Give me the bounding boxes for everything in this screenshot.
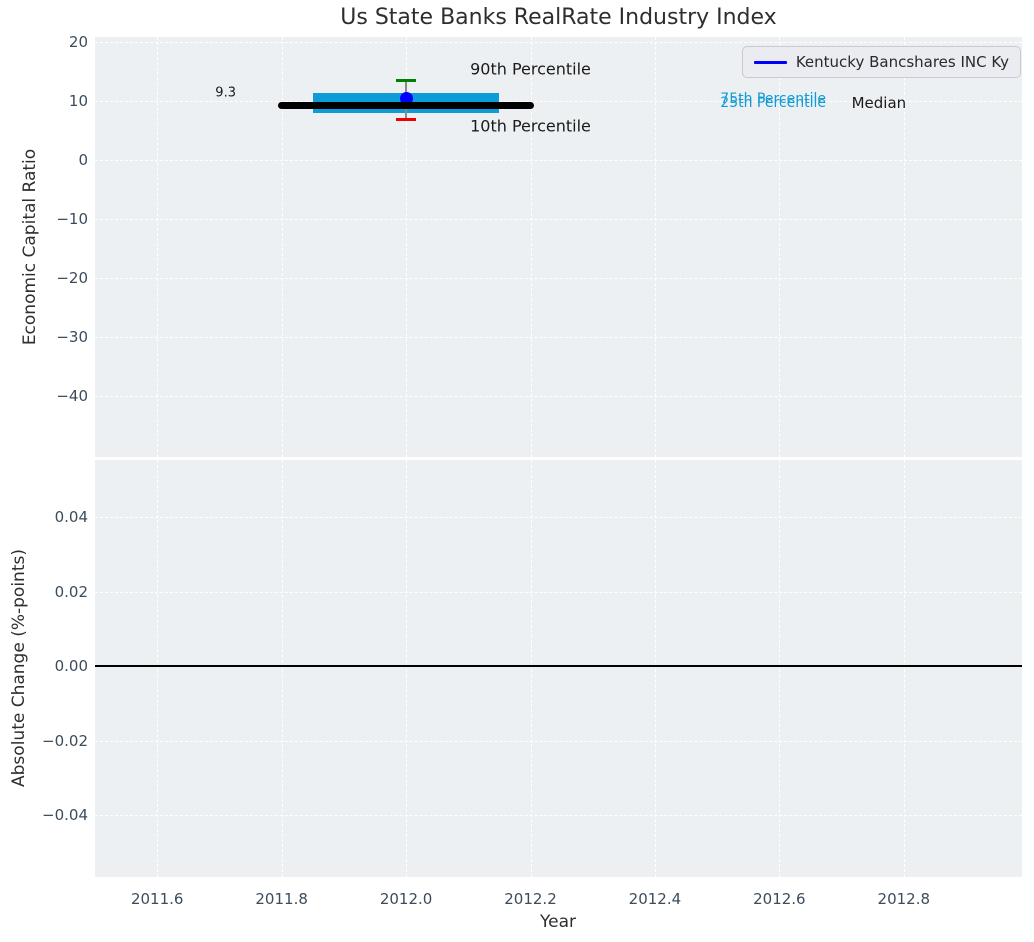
x-axis-label: Year: [540, 912, 576, 932]
gridline-vertical: [654, 37, 656, 457]
x-tick-label: 2012.0: [379, 890, 433, 908]
annotation-90th-percentile: 90th Percentile: [470, 59, 591, 79]
y-tick-label: 0.02: [54, 582, 88, 601]
annotation-median: Median: [851, 94, 907, 113]
x-tick-label: 2012.4: [628, 890, 682, 908]
y-axis-label-top: Economic Capital Ratio: [20, 148, 40, 346]
y-tick-label: 0.00: [54, 657, 88, 676]
annotation-9-3: 9.3: [215, 85, 236, 101]
gridline-horizontal: [95, 396, 1022, 398]
legend-line-icon: [753, 60, 787, 64]
gridline-horizontal: [95, 160, 1022, 162]
gridline-vertical: [530, 37, 532, 457]
gridline-horizontal: [95, 740, 1022, 742]
gridline-vertical: [779, 460, 781, 877]
x-tick-label: 2012.6: [753, 890, 806, 908]
bottom-plot: [95, 460, 1022, 877]
gridline-horizontal: [95, 591, 1022, 593]
gridline-horizontal: [95, 219, 1022, 221]
annotation-25th-percentile: 25th Percentile: [720, 95, 826, 112]
x-tick-label: 2011.8: [255, 890, 308, 908]
y-axis-label-bottom: Absolute Change (%-points): [9, 549, 29, 787]
gridline-horizontal: [95, 278, 1022, 280]
annotation-10th-percentile: 10th Percentile: [470, 116, 591, 136]
y-tick-label: 0.04: [54, 508, 88, 527]
gridline-vertical: [779, 37, 781, 457]
gridline-horizontal: [95, 815, 1022, 817]
x-tick-label: 2012.2: [504, 890, 557, 908]
gridline-vertical: [903, 460, 905, 877]
legend-label: Kentucky Bancshares INC Ky: [795, 53, 1009, 71]
gridline-horizontal: [95, 337, 1022, 339]
y-tick-label: −30: [56, 328, 88, 347]
gridline-vertical: [406, 37, 408, 457]
gridline-horizontal: [95, 101, 1022, 103]
chart-title: Us State Banks RealRate Industry Index: [340, 5, 777, 30]
y-tick-label: −20: [56, 269, 88, 288]
y-tick-label: −0.02: [42, 731, 88, 750]
gridline-horizontal: [95, 517, 1022, 519]
y-tick-label: −40: [56, 387, 88, 406]
whisker-cap-90th: [396, 79, 417, 83]
gridline-vertical: [157, 460, 159, 877]
top-plot: 9.3 90th Percentile 10th Percentile 75th Pe…: [95, 37, 1022, 457]
gridline-vertical: [903, 37, 905, 457]
zero-line: [95, 665, 1022, 668]
x-tick-label: 2011.6: [130, 890, 184, 908]
gridline-vertical: [406, 460, 408, 877]
whisker-cap-10th: [396, 117, 417, 121]
gridline-vertical: [530, 460, 532, 877]
legend: Kentucky Bancshares INC Ky: [741, 46, 1021, 78]
gridline-vertical: [654, 460, 656, 877]
y-tick-label: 0: [78, 151, 88, 170]
gridline-vertical: [281, 37, 283, 457]
y-tick-label: −10: [56, 210, 88, 229]
median-line: [278, 101, 534, 109]
y-tick-label: −0.04: [42, 806, 88, 825]
y-tick-label: 10: [68, 92, 88, 111]
gridline-horizontal: [95, 42, 1022, 44]
y-tick-label: 20: [68, 33, 88, 52]
gridline-vertical: [157, 37, 159, 457]
annotation-75th-percentile: 75th Percentile: [720, 91, 826, 108]
x-tick-label: 2012.8: [877, 890, 931, 908]
gridline-vertical: [281, 460, 283, 877]
